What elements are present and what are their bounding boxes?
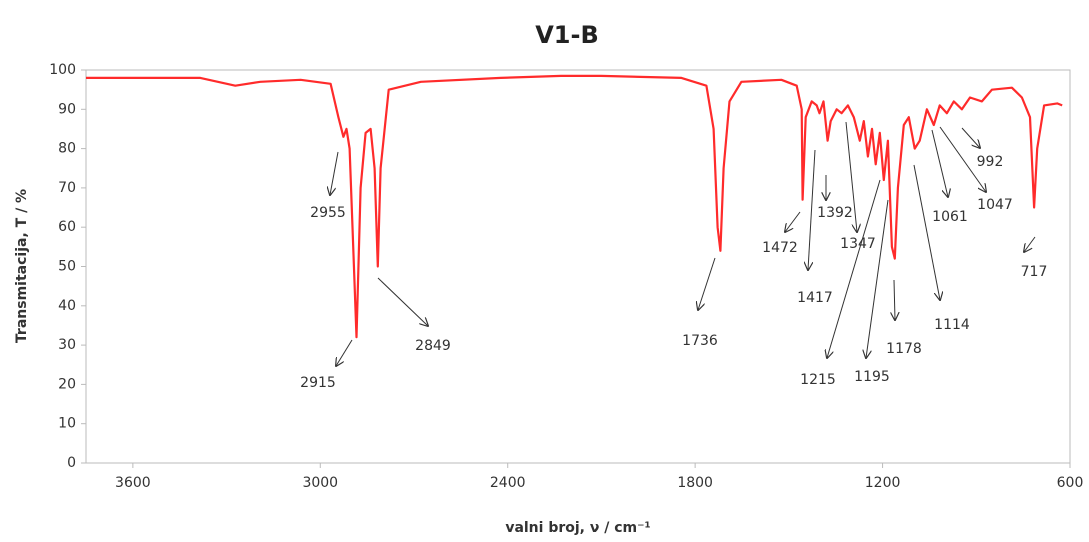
y-tick-label: 70 bbox=[58, 180, 76, 196]
annotation: 1061 bbox=[932, 209, 968, 225]
annotation-arrow bbox=[939, 126, 986, 192]
annotation-arrow bbox=[913, 164, 940, 300]
annotation-arrow bbox=[931, 129, 948, 197]
x-tick-label: 3000 bbox=[302, 475, 338, 491]
annotation: 1195 bbox=[854, 369, 890, 385]
y-tick-label: 50 bbox=[58, 259, 76, 275]
annotation: 2915 bbox=[300, 375, 336, 391]
annotation-arrow bbox=[336, 339, 353, 366]
annotation: 2955 bbox=[310, 205, 346, 221]
annotation: 1736 bbox=[682, 333, 718, 349]
y-tick-label: 90 bbox=[58, 101, 76, 117]
annotation-arrow bbox=[808, 149, 816, 270]
annotation-arrow bbox=[377, 277, 428, 326]
annotation: 1472 bbox=[762, 240, 798, 256]
annotation: 992 bbox=[977, 154, 1004, 170]
y-tick-label: 80 bbox=[58, 141, 76, 157]
spectrum-line bbox=[86, 74, 1063, 339]
annotation-arrow bbox=[698, 257, 716, 310]
annotation-arrow bbox=[845, 121, 857, 232]
annotation: 1347 bbox=[840, 236, 876, 252]
annotation-arrow bbox=[827, 179, 881, 358]
y-tick-label: 40 bbox=[58, 298, 76, 314]
annotation-arrow bbox=[894, 279, 895, 320]
annotation: 1417 bbox=[797, 290, 833, 306]
y-tick-label: 60 bbox=[58, 219, 76, 235]
annotation-arrow bbox=[866, 199, 889, 358]
annotation: 717 bbox=[1021, 264, 1048, 280]
annotation: 1114 bbox=[934, 317, 970, 333]
y-tick-label: 100 bbox=[49, 62, 76, 78]
annotation-arrow bbox=[961, 127, 980, 148]
y-tick-label: 20 bbox=[58, 376, 76, 392]
x-axis-label: valni broj, ν / cm⁻¹ bbox=[505, 520, 650, 536]
x-tick-label: 600 bbox=[1057, 475, 1084, 491]
annotation: 1392 bbox=[817, 205, 853, 221]
x-tick-label: 3600 bbox=[115, 475, 151, 491]
y-tick-label: 30 bbox=[58, 337, 76, 353]
chart-title: V1-B bbox=[535, 21, 599, 49]
annotation: 2849 bbox=[415, 338, 451, 354]
x-tick-label: 1200 bbox=[865, 475, 901, 491]
y-axis-label: Transmitacija, T / % bbox=[14, 189, 30, 343]
annotation: 1178 bbox=[886, 341, 922, 357]
annotation-arrow bbox=[330, 151, 339, 195]
y-tick-label: 0 bbox=[67, 455, 76, 471]
x-tick-label: 1800 bbox=[677, 475, 713, 491]
annotation-arrow bbox=[1024, 236, 1036, 252]
x-tick-label: 2400 bbox=[490, 475, 526, 491]
annotation: 1047 bbox=[977, 197, 1013, 213]
annotation-arrow bbox=[785, 211, 801, 232]
y-tick-label: 10 bbox=[58, 416, 76, 432]
annotation: 1215 bbox=[800, 372, 836, 388]
